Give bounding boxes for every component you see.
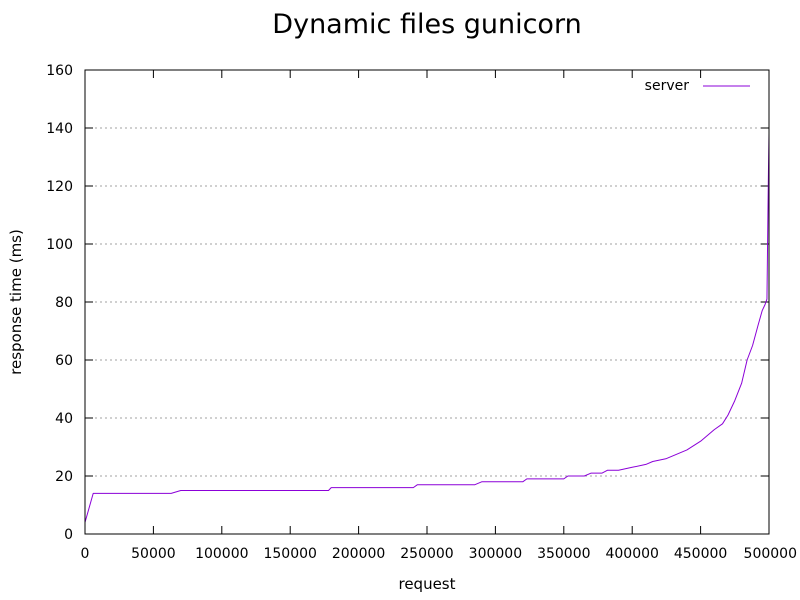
x-tick-label: 200000	[332, 546, 385, 562]
series-lines	[84, 133, 770, 523]
y-tick-label: 40	[55, 411, 73, 427]
series-line-server	[84, 133, 770, 523]
x-tick-label: 300000	[469, 546, 522, 562]
y-tick-label: 120	[46, 179, 73, 195]
x-axis-label: request	[398, 575, 455, 593]
grid-lines	[85, 127, 769, 477]
legend: server	[645, 78, 750, 94]
x-tick-label: 450000	[674, 546, 727, 562]
x-tick-label: 50000	[131, 546, 176, 562]
x-tick-label: 100000	[195, 546, 248, 562]
y-tick-label: 160	[46, 63, 73, 79]
y-tick-label: 140	[46, 121, 73, 137]
chart-title: Dynamic files gunicorn	[272, 9, 581, 40]
y-tick-label: 100	[46, 237, 73, 253]
x-tick-label: 0	[81, 546, 90, 562]
x-tick-label: 150000	[263, 546, 316, 562]
x-tick-label: 250000	[400, 546, 453, 562]
y-tick-label: 20	[55, 469, 73, 485]
legend-label-server: server	[645, 78, 690, 94]
x-tick-label: 400000	[605, 546, 658, 562]
y-tick-label: 0	[64, 527, 73, 543]
y-tick-label: 60	[55, 353, 73, 369]
x-tick-label: 350000	[537, 546, 590, 562]
axis-ticks: 0 20 40 60 80 100 120 140 160 0 50000 100000 150000 2…	[46, 63, 797, 562]
x-tick-label: 500000	[744, 546, 797, 562]
y-tick-label: 80	[55, 295, 73, 311]
plot-frame	[84, 69, 770, 535]
y-axis-label: response time (ms)	[7, 229, 25, 375]
